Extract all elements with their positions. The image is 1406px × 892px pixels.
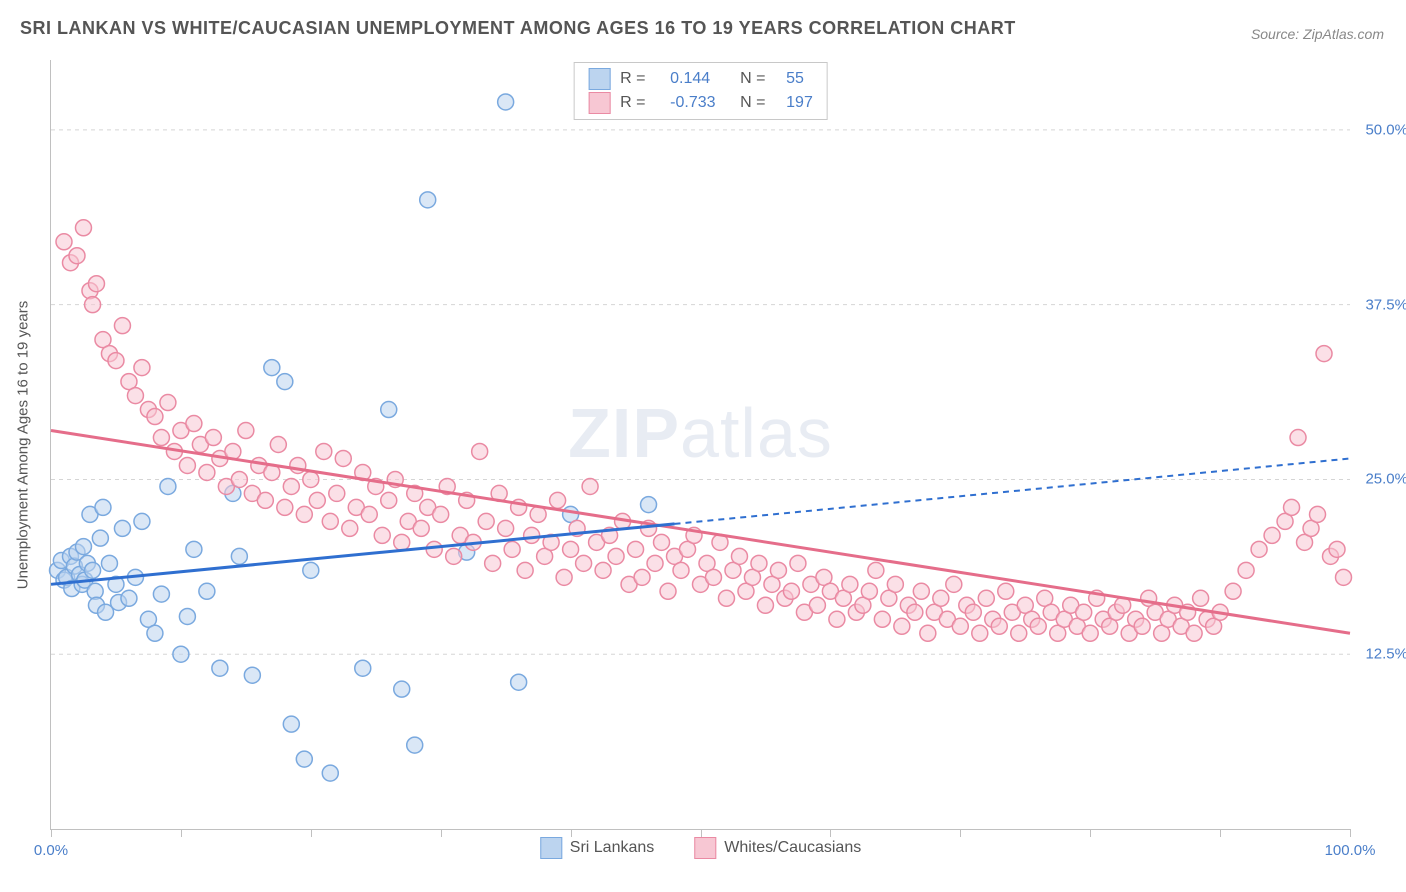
x-tick-label: 0.0% — [34, 842, 68, 859]
plot-svg — [51, 60, 1350, 829]
series-legend-item-1: Whites/Caucasians — [694, 837, 861, 859]
legend-rvalue-1: -0.733 — [670, 91, 730, 115]
series-swatch-1 — [694, 837, 716, 859]
x-tick — [181, 829, 182, 837]
series-name-0: Sri Lankans — [570, 839, 655, 857]
series-name-1: Whites/Caucasians — [724, 839, 861, 857]
y-axis-title: Unemployment Among Ages 16 to 19 years — [15, 300, 32, 589]
legend-row-0: R = 0.144 N = 55 — [588, 67, 813, 91]
chart-title: SRI LANKAN VS WHITE/CAUCASIAN UNEMPLOYME… — [20, 18, 1016, 39]
legend-nvalue-0: 55 — [786, 67, 804, 91]
source-attribution: Source: ZipAtlas.com — [1251, 26, 1384, 42]
x-tick — [311, 829, 312, 837]
source-name: ZipAtlas.com — [1303, 26, 1384, 42]
legend-r-label: R = — [620, 67, 660, 91]
x-tick — [1220, 829, 1221, 837]
plot-area: Unemployment Among Ages 16 to 19 years Z… — [50, 60, 1350, 830]
series-legend-item-0: Sri Lankans — [540, 837, 655, 859]
y-tick-label: 37.5% — [1365, 296, 1406, 313]
legend-nvalue-1: 197 — [786, 91, 813, 115]
x-tick — [441, 829, 442, 837]
legend-swatch-0 — [588, 68, 610, 90]
x-tick — [51, 829, 52, 837]
legend-rvalue-0: 0.144 — [670, 67, 730, 91]
y-tick-label: 50.0% — [1365, 121, 1406, 138]
x-tick — [1090, 829, 1091, 837]
legend-n-label: N = — [740, 67, 776, 91]
x-tick — [830, 829, 831, 837]
x-tick — [571, 829, 572, 837]
legend-swatch-1 — [588, 92, 610, 114]
legend-r-label: R = — [620, 91, 660, 115]
chart-container: SRI LANKAN VS WHITE/CAUCASIAN UNEMPLOYME… — [0, 0, 1406, 892]
x-tick — [960, 829, 961, 837]
legend-row-1: R = -0.733 N = 197 — [588, 91, 813, 115]
y-tick-label: 12.5% — [1365, 646, 1406, 663]
x-tick — [701, 829, 702, 837]
y-tick-label: 25.0% — [1365, 471, 1406, 488]
x-tick-label: 100.0% — [1325, 842, 1376, 859]
series-swatch-0 — [540, 837, 562, 859]
correlation-legend: R = 0.144 N = 55 R = -0.733 N = 197 — [573, 62, 828, 120]
legend-n-label: N = — [740, 91, 776, 115]
series-legend: Sri Lankans Whites/Caucasians — [540, 837, 861, 859]
source-prefix: Source: — [1251, 26, 1303, 42]
x-tick — [1350, 829, 1351, 837]
